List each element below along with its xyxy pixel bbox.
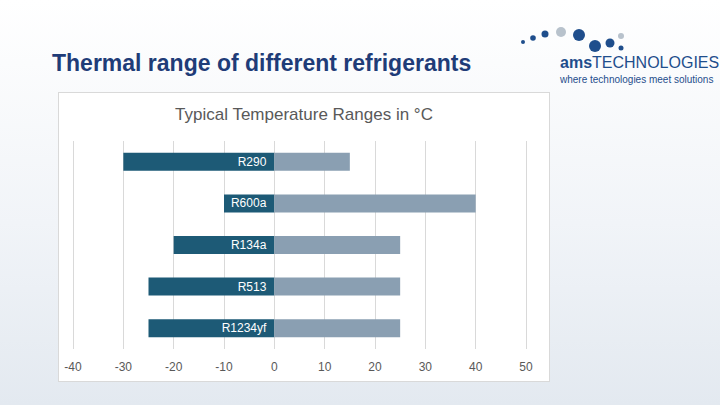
html-text:ams TECHNOLOGIES: ams TECHNOLOGIES [560, 54, 720, 71]
svg-text:-30: -30 [115, 360, 133, 374]
svg-text:R513: R513 [238, 280, 267, 294]
svg-text:R1234yf: R1234yf [222, 321, 267, 335]
svg-text:R290: R290 [238, 155, 267, 169]
svg-text:0: 0 [271, 360, 278, 374]
svg-text:-40: -40 [64, 360, 82, 374]
html-text:Thermal range of different ref: Thermal range of different refrigerants [52, 50, 472, 76]
svg-text:20: 20 [368, 360, 382, 374]
svg-text:30: 30 [419, 360, 433, 374]
svg-text:40: 40 [469, 360, 483, 374]
svg-text:10: 10 [318, 360, 332, 374]
svg-text:R600a: R600a [231, 196, 267, 210]
svg-text:50: 50 [519, 360, 533, 374]
svg-text:R134a: R134a [231, 238, 267, 252]
html-text:where technologies meet soluti: where technologies meet solutions [560, 74, 714, 85]
svg-text:Typical Temperature Ranges in: Typical Temperature Ranges in °C [175, 105, 433, 124]
svg-text:-10: -10 [215, 360, 233, 374]
svg-text:-20: -20 [165, 360, 183, 374]
